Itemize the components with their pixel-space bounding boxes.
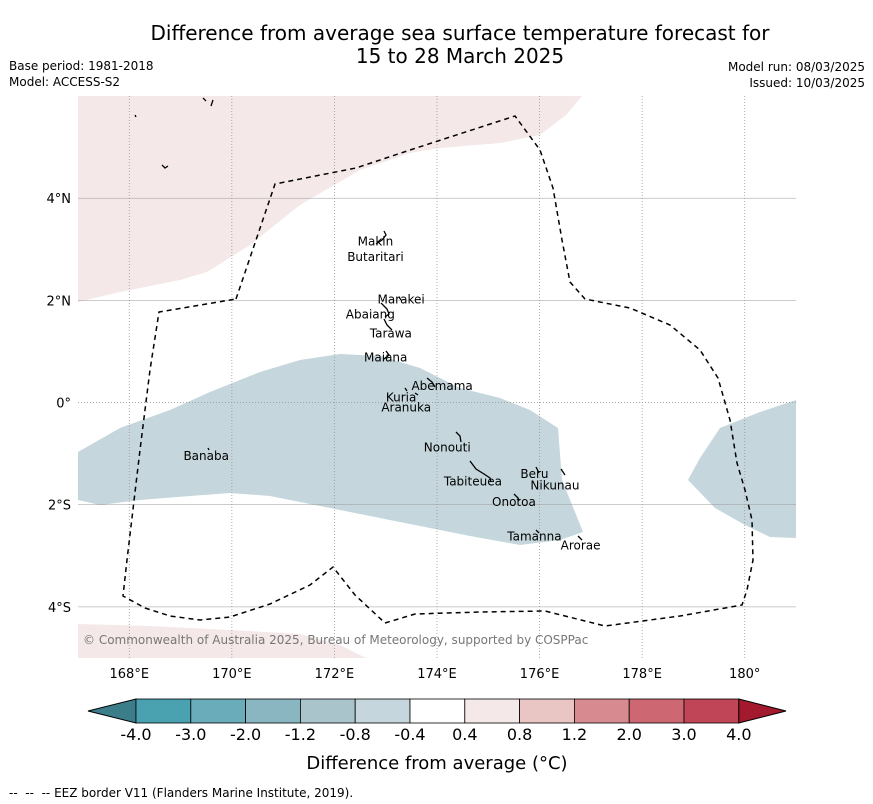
colorbar-segment <box>409 698 466 724</box>
x-tick-label: 174°E <box>417 667 457 682</box>
place-label-beru: Beru <box>520 467 548 481</box>
colorbar-segment <box>354 698 411 724</box>
x-tick-label: 168°E <box>110 667 150 682</box>
colorbar-tick-label: -0.4 <box>394 725 425 744</box>
x-tick-label: 172°E <box>315 667 355 682</box>
model-run-text: Model run: 08/03/2025 <box>727 60 865 74</box>
y-tick-label: 4°S <box>48 601 71 616</box>
colorbar-segment <box>245 698 301 724</box>
x-tick-label: 176°E <box>520 667 560 682</box>
eez-border <box>122 115 754 627</box>
place-label-tabiteuea: Tabiteuea <box>443 475 502 489</box>
colorbar-tick-label: 0.4 <box>452 725 477 744</box>
y-tick-label: 0° <box>56 397 71 412</box>
map-title-line1: Difference from average sea surface temp… <box>150 21 770 45</box>
base-period-text: Base period: 1981-2018 <box>9 59 154 73</box>
colorbar-segment <box>574 698 630 724</box>
colorbar-extend-high <box>738 698 787 724</box>
y-tick-label: 2°S <box>48 499 71 514</box>
place-label-banaba: Banaba <box>183 449 229 463</box>
eez-legend-dashes: -- -- -- <box>9 786 51 800</box>
axis-tick-labels: 168°E 170°E 172°E 174°E 176°E 178°E 180° 4°N 2°N… <box>47 192 761 682</box>
eez-legend: -- -- -- EEZ border V11 (Flanders Marine… <box>9 786 353 800</box>
place-label-kuria: Kuria <box>386 390 417 404</box>
model-info: Base period: 1981-2018 Model: ACCESS-S2 <box>9 58 154 90</box>
colorbar-tick-label: -1.2 <box>285 725 316 744</box>
cool-anomaly-region-east <box>688 400 796 538</box>
colorbar-segment <box>190 698 247 724</box>
colorbar-tick-label: -4.0 <box>120 725 151 744</box>
issued-text: Issued: 10/03/2025 <box>749 76 865 90</box>
place-label-abaiang: Abaiang <box>346 308 395 322</box>
colorbar-segment <box>299 698 356 724</box>
colorbar-tick-label: -3.0 <box>175 725 206 744</box>
colorbar-title: Difference from average (°C) <box>306 753 567 774</box>
colorbar-tick-label: 0.8 <box>507 725 532 744</box>
model-text: Model: ACCESS-S2 <box>9 75 121 89</box>
y-tick-label: 2°N <box>47 294 72 309</box>
colorbar-tick-label: 1.2 <box>562 725 587 744</box>
x-tick-label: 180° <box>729 667 760 682</box>
colorbar-segment <box>519 698 575 724</box>
x-tick-label: 170°E <box>212 667 252 682</box>
map-title: Difference from average sea surface temp… <box>80 22 840 68</box>
place-label-tarawa: Tarawa <box>369 327 412 341</box>
place-label-abemama: Abemama <box>411 379 472 393</box>
colorbar-segment <box>135 698 192 724</box>
colorbar-segment <box>628 698 685 724</box>
y-tick-label: 4°N <box>47 192 72 207</box>
place-label-tamanna: Tamanna <box>506 529 561 543</box>
place-label-marakei: Marakei <box>377 292 424 306</box>
islands <box>134 97 583 541</box>
place-label-nikunau: Nikunau <box>530 478 579 492</box>
colorbar: -4.0 -3.0 -2.0 -1.2 -0.8 -0.4 0.4 0.8 1.2 2.0 3.0 4… <box>87 698 787 744</box>
colorbar-tick-label: -2.0 <box>230 725 261 744</box>
grid-lines <box>78 96 796 658</box>
place-label-onotoa: Onotoa <box>492 495 536 509</box>
place-label-butaritari: Butaritari <box>347 250 404 264</box>
colorbar-extend-low <box>87 698 137 724</box>
place-label-arorae: Arorae <box>561 539 601 553</box>
colorbar-tick-label: 2.0 <box>616 725 641 744</box>
map-area: © Commonwealth of Australia 2025, Bureau… <box>78 96 796 658</box>
x-tick-label: 178°E <box>622 667 662 682</box>
colorbar-tick-label: 3.0 <box>671 725 696 744</box>
colorbar-tick-label: -0.8 <box>340 725 371 744</box>
run-info: Model run: 08/03/2025 Issued: 10/03/2025 <box>728 59 865 91</box>
map-title-line2: 15 to 28 March 2025 <box>355 44 565 68</box>
warm-anomaly-region-south <box>78 624 366 658</box>
place-label-maiana: Maiana <box>364 351 407 365</box>
place-label-makin: Makin <box>358 235 394 249</box>
colorbar-segment <box>683 698 740 724</box>
eez-legend-text: EEZ border V11 (Flanders Marine Institut… <box>54 786 354 800</box>
place-label-aranuka: Aranuka <box>381 401 431 415</box>
copyright-notice: © Commonwealth of Australia 2025, Bureau… <box>83 633 588 647</box>
warm-anomaly-region <box>78 96 582 302</box>
place-label-nonouti: Nonouti <box>424 441 471 455</box>
cool-anomaly-region <box>78 354 583 545</box>
colorbar-tick-label: 4.0 <box>726 725 751 744</box>
colorbar-segment <box>464 698 520 724</box>
